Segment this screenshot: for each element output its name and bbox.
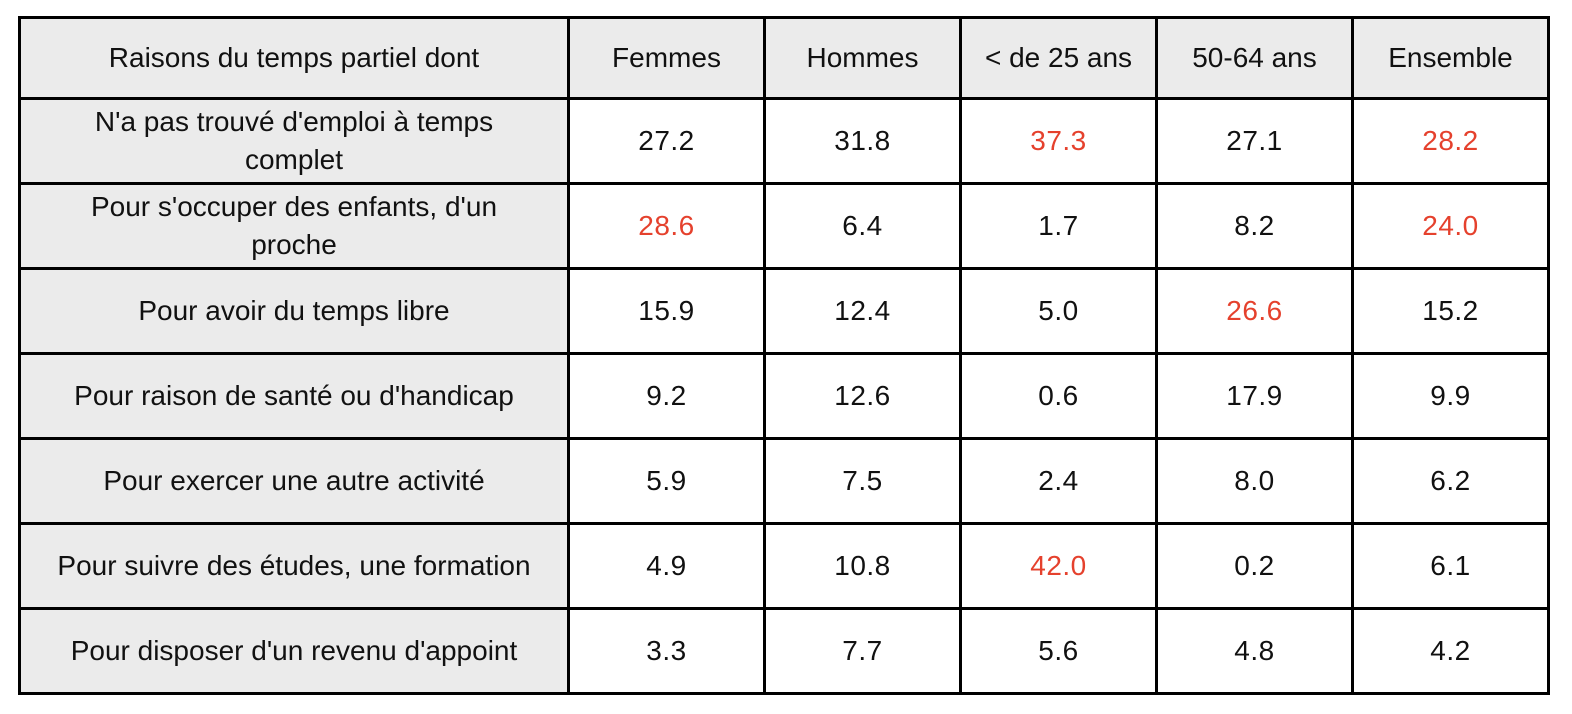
header-reasons: Raisons du temps partiel dont xyxy=(18,16,570,100)
value-cell: 12.4 xyxy=(763,267,962,355)
table-row: Pour raison de santé ou d'handicap 9.2 1… xyxy=(18,352,1550,440)
header-femmes: Femmes xyxy=(567,16,766,100)
value-cell: 8.2 xyxy=(1155,182,1354,270)
value-cell: 1.7 xyxy=(959,182,1158,270)
header-ensemble: Ensemble xyxy=(1351,16,1550,100)
value-cell: 24.0 xyxy=(1351,182,1550,270)
value-cell: 6.4 xyxy=(763,182,962,270)
value-cell: 15.2 xyxy=(1351,267,1550,355)
row-label: N'a pas trouvé d'emploi à temps complet xyxy=(18,97,570,185)
value-cell: 5.0 xyxy=(959,267,1158,355)
value-cell: 2.4 xyxy=(959,437,1158,525)
row-label: Pour disposer d'un revenu d'appoint xyxy=(18,607,570,695)
value-cell: 9.2 xyxy=(567,352,766,440)
value-cell: 28.6 xyxy=(567,182,766,270)
value-cell: 9.9 xyxy=(1351,352,1550,440)
table-row: Pour disposer d'un revenu d'appoint 3.3 … xyxy=(18,607,1550,695)
value-cell: 4.2 xyxy=(1351,607,1550,695)
header-under-25: < de 25 ans xyxy=(959,16,1158,100)
header-row: Raisons du temps partiel dont Femmes Hom… xyxy=(18,16,1550,100)
row-label: Pour s'occuper des enfants, d'un proche xyxy=(18,182,570,270)
part-time-reasons-table: Raisons du temps partiel dont Femmes Hom… xyxy=(18,16,1550,695)
value-cell: 10.8 xyxy=(763,522,962,610)
table-row: N'a pas trouvé d'emploi à temps complet … xyxy=(18,97,1550,185)
value-cell: 5.9 xyxy=(567,437,766,525)
value-cell: 28.2 xyxy=(1351,97,1550,185)
table-row: Pour exercer une autre activité 5.9 7.5 … xyxy=(18,437,1550,525)
row-label: Pour exercer une autre activité xyxy=(18,437,570,525)
value-cell: 6.1 xyxy=(1351,522,1550,610)
value-cell: 0.6 xyxy=(959,352,1158,440)
value-cell: 0.2 xyxy=(1155,522,1354,610)
table-row: Pour suivre des études, une formation 4.… xyxy=(18,522,1550,610)
value-cell: 4.8 xyxy=(1155,607,1354,695)
value-cell: 4.9 xyxy=(567,522,766,610)
row-label: Pour raison de santé ou d'handicap xyxy=(18,352,570,440)
table-row: Pour avoir du temps libre 15.9 12.4 5.0 … xyxy=(18,267,1550,355)
header-50-64: 50-64 ans xyxy=(1155,16,1354,100)
value-cell: 37.3 xyxy=(959,97,1158,185)
value-cell: 7.7 xyxy=(763,607,962,695)
value-cell: 3.3 xyxy=(567,607,766,695)
value-cell: 15.9 xyxy=(567,267,766,355)
data-table: Raisons du temps partiel dont Femmes Hom… xyxy=(18,16,1550,695)
value-cell: 12.6 xyxy=(763,352,962,440)
value-cell: 8.0 xyxy=(1155,437,1354,525)
value-cell: 26.6 xyxy=(1155,267,1354,355)
table-row: Pour s'occuper des enfants, d'un proche … xyxy=(18,182,1550,270)
value-cell: 31.8 xyxy=(763,97,962,185)
value-cell: 5.6 xyxy=(959,607,1158,695)
value-cell: 7.5 xyxy=(763,437,962,525)
row-label: Pour suivre des études, une formation xyxy=(18,522,570,610)
row-label: Pour avoir du temps libre xyxy=(18,267,570,355)
value-cell: 17.9 xyxy=(1155,352,1354,440)
value-cell: 27.1 xyxy=(1155,97,1354,185)
value-cell: 27.2 xyxy=(567,97,766,185)
value-cell: 6.2 xyxy=(1351,437,1550,525)
header-hommes: Hommes xyxy=(763,16,962,100)
value-cell: 42.0 xyxy=(959,522,1158,610)
